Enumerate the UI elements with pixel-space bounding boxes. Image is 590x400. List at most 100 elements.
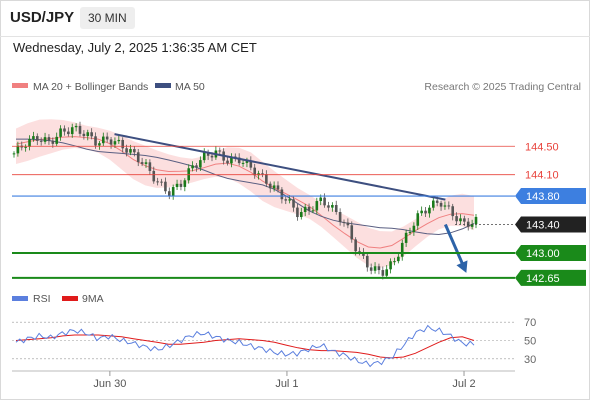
candle-body — [129, 149, 132, 153]
candle-body — [470, 224, 474, 227]
candle-body — [74, 125, 78, 128]
level-label-144.10: 144.10 — [525, 170, 559, 182]
candle-body — [381, 270, 385, 276]
candle-body — [443, 205, 447, 207]
rsi-line — [15, 324, 475, 368]
candle-body — [226, 160, 229, 164]
candle-body — [187, 168, 191, 181]
rsi-ma-line — [15, 334, 475, 359]
candle-body — [327, 205, 330, 208]
rsi-plot-area: 70 50 30 — [12, 317, 536, 368]
candle-body — [350, 225, 354, 240]
candle-body — [55, 136, 59, 144]
ma20-legend-label: MA 20 + Bollinger Bands — [33, 81, 148, 93]
candle-body — [140, 162, 144, 164]
candle-body — [404, 232, 408, 243]
ma50-legend-swatch — [155, 83, 171, 88]
candle-body — [346, 222, 350, 226]
candle-body — [35, 136, 39, 141]
candle-body — [416, 213, 420, 226]
candle-body — [152, 170, 156, 182]
candle-body — [408, 232, 412, 234]
candle-body — [167, 191, 171, 196]
candle-body — [474, 216, 478, 225]
x-axis: Jun 30 Jul 1 Jul 2 — [12, 370, 515, 390]
candle-body — [284, 199, 288, 201]
candle-body — [268, 183, 272, 189]
candle-body — [463, 218, 466, 222]
candle-body — [51, 140, 55, 144]
candle-body — [439, 202, 443, 207]
candle-body — [206, 152, 210, 156]
candle-body — [90, 132, 93, 137]
candle-body — [369, 267, 373, 271]
candle-body — [245, 160, 249, 163]
candle-body — [230, 156, 233, 164]
candle-body — [156, 181, 159, 183]
level-label-143.00: 143.00 — [515, 244, 586, 261]
level-tag — [515, 244, 586, 261]
candle-body — [276, 185, 280, 190]
candle-body — [459, 218, 462, 222]
candle-body — [397, 256, 400, 262]
candle-body — [393, 261, 396, 263]
candle-body — [338, 212, 342, 223]
candle-body — [315, 201, 319, 211]
candle-body — [175, 183, 179, 188]
x-tick-label: Jun 30 — [93, 378, 126, 390]
candle-body — [424, 210, 427, 214]
level-text: 143.00 — [526, 248, 560, 260]
candle-body — [125, 148, 128, 153]
candle-body — [12, 153, 16, 155]
rsi-ma-legend-swatch — [62, 296, 78, 301]
candle-body — [377, 266, 381, 271]
candle-body — [362, 252, 365, 256]
bollinger-band — [16, 119, 474, 268]
forecast-arrow-shaft — [444, 223, 465, 267]
rsi-tick-label: 30 — [524, 354, 536, 366]
level-tag — [515, 188, 586, 205]
candle-body — [144, 162, 148, 164]
level-tag — [515, 216, 586, 233]
candle-body — [101, 136, 105, 144]
candle-body — [296, 207, 299, 218]
level-text: 143.40 — [526, 220, 560, 232]
candle-body — [451, 206, 455, 217]
candle-body — [358, 251, 361, 253]
ma50-legend-label: MA 50 — [175, 81, 205, 93]
candle-body — [420, 210, 423, 214]
candle-body — [171, 187, 175, 196]
candle-body — [63, 128, 66, 132]
candle-body — [121, 139, 125, 149]
candle-body — [447, 205, 451, 207]
candle-body — [373, 266, 377, 271]
candle-body — [136, 152, 140, 163]
candle-body — [39, 140, 43, 142]
candle-body — [148, 162, 152, 171]
candle-body — [237, 157, 241, 164]
candle-body — [179, 183, 183, 187]
level-label-143.40: 143.40 — [515, 216, 586, 233]
candle-body — [24, 146, 27, 148]
candle-body — [47, 137, 51, 141]
level-tag — [515, 269, 586, 286]
candle-body — [288, 199, 291, 201]
trendline — [114, 133, 446, 201]
candle-body — [28, 139, 31, 147]
forecast-arrow-head — [456, 260, 468, 273]
candle-body — [82, 133, 86, 137]
candle-body — [199, 160, 202, 168]
copyright-text: Research © 2025 Trading Central — [424, 81, 581, 93]
candle-body — [241, 162, 245, 164]
candle-body — [280, 189, 284, 200]
candle-body — [319, 197, 323, 202]
candle-body — [299, 212, 303, 218]
rsi-legend-swatch — [12, 296, 28, 301]
price-levels: 144.50 144.10 143.80 143.40 143.00 142.65 — [12, 141, 586, 286]
candle-body — [117, 139, 121, 142]
candle-body — [365, 255, 369, 268]
level-label-144.50: 144.50 — [525, 141, 559, 153]
timeframe-badge[interactable]: 30 MIN — [80, 7, 135, 29]
candle-body — [354, 239, 357, 252]
